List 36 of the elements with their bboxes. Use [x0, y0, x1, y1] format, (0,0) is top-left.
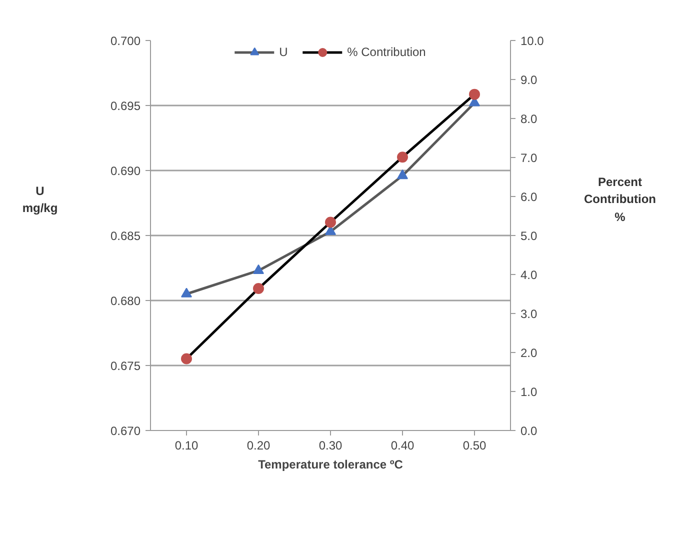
x-tick-label: 0.40: [390, 438, 415, 452]
y-tick-label: 0.670: [110, 424, 141, 438]
point: [253, 264, 264, 274]
x-axis-title: Temperature tolerance ºC: [258, 458, 404, 472]
x-tick-label: 0.20: [246, 438, 271, 452]
point: [469, 88, 480, 100]
y2-tick-label: 6.0: [520, 190, 538, 204]
y-tick-label: 0.685: [110, 229, 141, 243]
point: [181, 288, 192, 298]
x-tick-label: 0.30: [318, 438, 343, 452]
point: [181, 353, 192, 364]
point: [397, 152, 408, 163]
y-tick-label: 0.690: [110, 164, 141, 178]
y2-tick-label: 2.0: [520, 346, 538, 360]
y2-tick-label: 3.0: [520, 307, 538, 321]
y-axis-title: U mg/kg: [22, 182, 58, 217]
y-tick-label: 0.680: [110, 294, 141, 308]
y2-tick-label: 5.0: [520, 229, 538, 243]
y2-tick-label: 7.0: [520, 151, 538, 165]
y2-tick-label: 1.0: [520, 385, 538, 399]
y-tick-label: 0.700: [110, 34, 141, 48]
x-tick-label: 0.10: [174, 438, 199, 452]
y2-tick-label: 10.0: [520, 34, 544, 48]
point: [253, 283, 264, 294]
x-tick-label: 0.50: [462, 438, 487, 452]
y-tick-label: 0.695: [110, 99, 141, 113]
y2-axis-title: Percent Contribution %: [584, 174, 656, 226]
legend-label: % Contribution: [347, 45, 426, 59]
point: [325, 216, 336, 228]
y2-tick-label: 8.0: [520, 112, 538, 126]
y2-tick-label: 4.0: [520, 268, 538, 282]
y-tick-label: 0.675: [110, 359, 141, 373]
y2-tick-label: 0.0: [520, 424, 538, 438]
y2-tick-label: 9.0: [520, 73, 538, 87]
legend-label: U: [279, 45, 289, 59]
point: [397, 169, 408, 180]
